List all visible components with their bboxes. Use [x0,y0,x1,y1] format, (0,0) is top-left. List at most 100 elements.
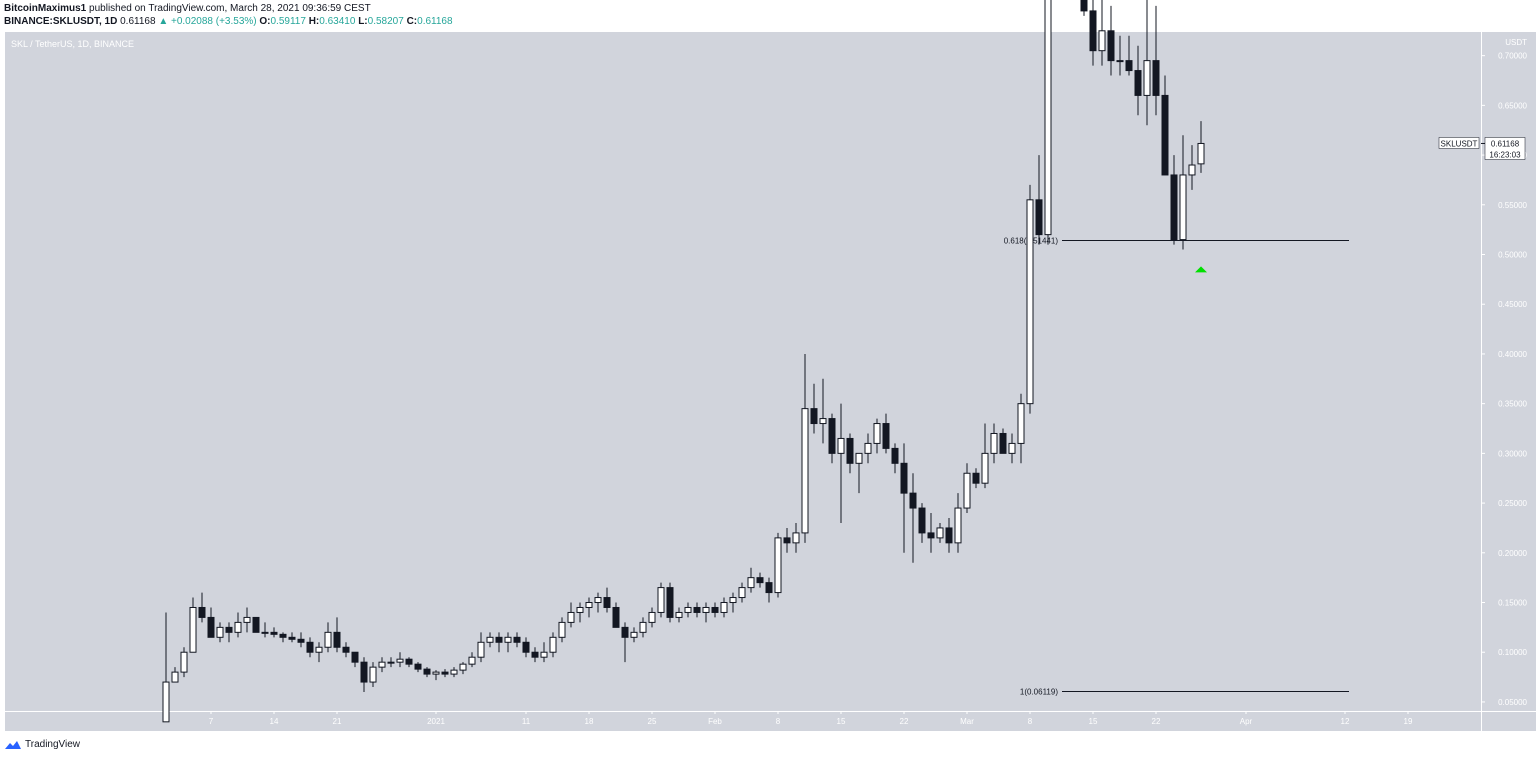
price-tick-label: 0.15000 [1498,599,1527,608]
time-tick-label: 15 [837,717,846,726]
tradingview-footer[interactable]: TradingView [4,739,80,750]
time-tick-label: 19 [1404,717,1413,726]
candle-down [198,606,206,618]
candle-down [1170,174,1178,241]
time-tick-label: 15 [1089,717,1098,726]
candle-down [1134,70,1142,96]
candle-up [1179,174,1187,241]
candle-up [477,641,485,658]
candle-down [522,641,530,653]
candle-down [297,638,305,643]
candle-down [846,437,854,464]
candle-down [1107,30,1115,62]
candle-up [738,587,746,599]
last-price-tag-value: 0.61168 [1491,139,1520,148]
time-axis[interactable] [5,711,1481,731]
candle-down [405,658,413,665]
candle-down [828,418,836,454]
candle-down [603,597,611,608]
candle-up [171,671,179,683]
time-tick-label: 12 [1341,717,1350,726]
low-label: L: [358,16,368,27]
candle-up [549,636,557,653]
publish-info: published on TradingView.com, March 28, … [89,3,371,14]
candle-down [270,631,278,635]
candle-down [225,626,233,633]
candle-up [990,432,998,454]
candle-up [792,532,800,544]
candle-down [1152,60,1160,96]
price-tick-label: 0.70000 [1498,52,1527,61]
candle-down [414,663,422,670]
candle-down [918,507,926,534]
price-tick-label: 0.05000 [1498,698,1527,707]
candle-up [162,681,170,723]
candle-countdown-timer: 16:23:03 [1489,150,1521,159]
candle-up [324,631,332,648]
candle-down [945,527,953,544]
time-tick-label: 11 [522,717,531,726]
buy-signal-marker [1195,266,1207,273]
candle-down [333,631,341,648]
time-tick-label: 14 [270,717,279,726]
high-label: H: [308,16,320,27]
candle-down [621,626,629,638]
price-tick-label: 0.30000 [1498,449,1527,458]
candle-up [594,597,602,604]
chart-symbol-title: SKL / TetherUS, 1D, BINANCE [11,39,135,49]
low-value: 0.58207 [367,16,404,27]
candle-up [189,606,197,653]
candle-up [747,577,755,589]
candle-up [567,611,575,623]
candle-up [675,611,683,618]
candle-up [378,661,386,668]
time-tick-label: 7 [209,717,214,726]
candle-down [810,408,818,425]
candle-up [1197,142,1205,165]
candle-down [612,606,620,628]
candle-up [1026,199,1034,405]
price-tick-label: 0.55000 [1498,201,1527,210]
axis-corner [1481,711,1536,731]
candle-up [504,636,512,643]
time-tick-label: Apr [1240,717,1253,726]
candle-down [513,636,521,643]
tradingview-brand: TradingView [25,739,81,750]
last-price-tag-box [1484,137,1526,160]
close-label: C: [406,16,418,27]
candle-down [711,606,719,613]
candle-down [783,537,791,544]
candle-up [315,646,323,653]
candle-up [243,616,251,623]
high-value: 0.63410 [319,16,356,27]
time-tick-label: 8 [1028,717,1033,726]
time-tick-label: Mar [960,717,974,726]
candle-down [927,532,935,539]
close-value: 0.61168 [417,16,453,27]
price-tick-label: 0.65000 [1498,101,1527,110]
price-tick-label: 0.10000 [1498,648,1527,657]
candle-up [459,663,467,671]
time-tick-label: 18 [585,717,594,726]
candle-up [819,418,827,425]
price-tick-label: 0.25000 [1498,499,1527,508]
candle-down [351,651,359,663]
candle-down [882,423,890,449]
candle-up [981,452,989,484]
symbol-tag-label: SKLUSDT [1441,139,1478,148]
candle-up [468,656,476,665]
last-price: 0.61168 [120,16,156,27]
candle-down [1089,10,1097,52]
candle-down [531,651,539,658]
symbol-tag-box [1438,137,1480,149]
price-tick-label: 0.50000 [1498,251,1527,260]
candle-up [963,472,971,509]
candle-up [702,606,710,613]
candle-up [180,651,188,673]
price-axis-unit: USDT [1505,38,1527,47]
candle-up [729,597,737,604]
candle-up [576,606,584,613]
candle-down [999,432,1007,454]
candle-down [972,472,980,484]
